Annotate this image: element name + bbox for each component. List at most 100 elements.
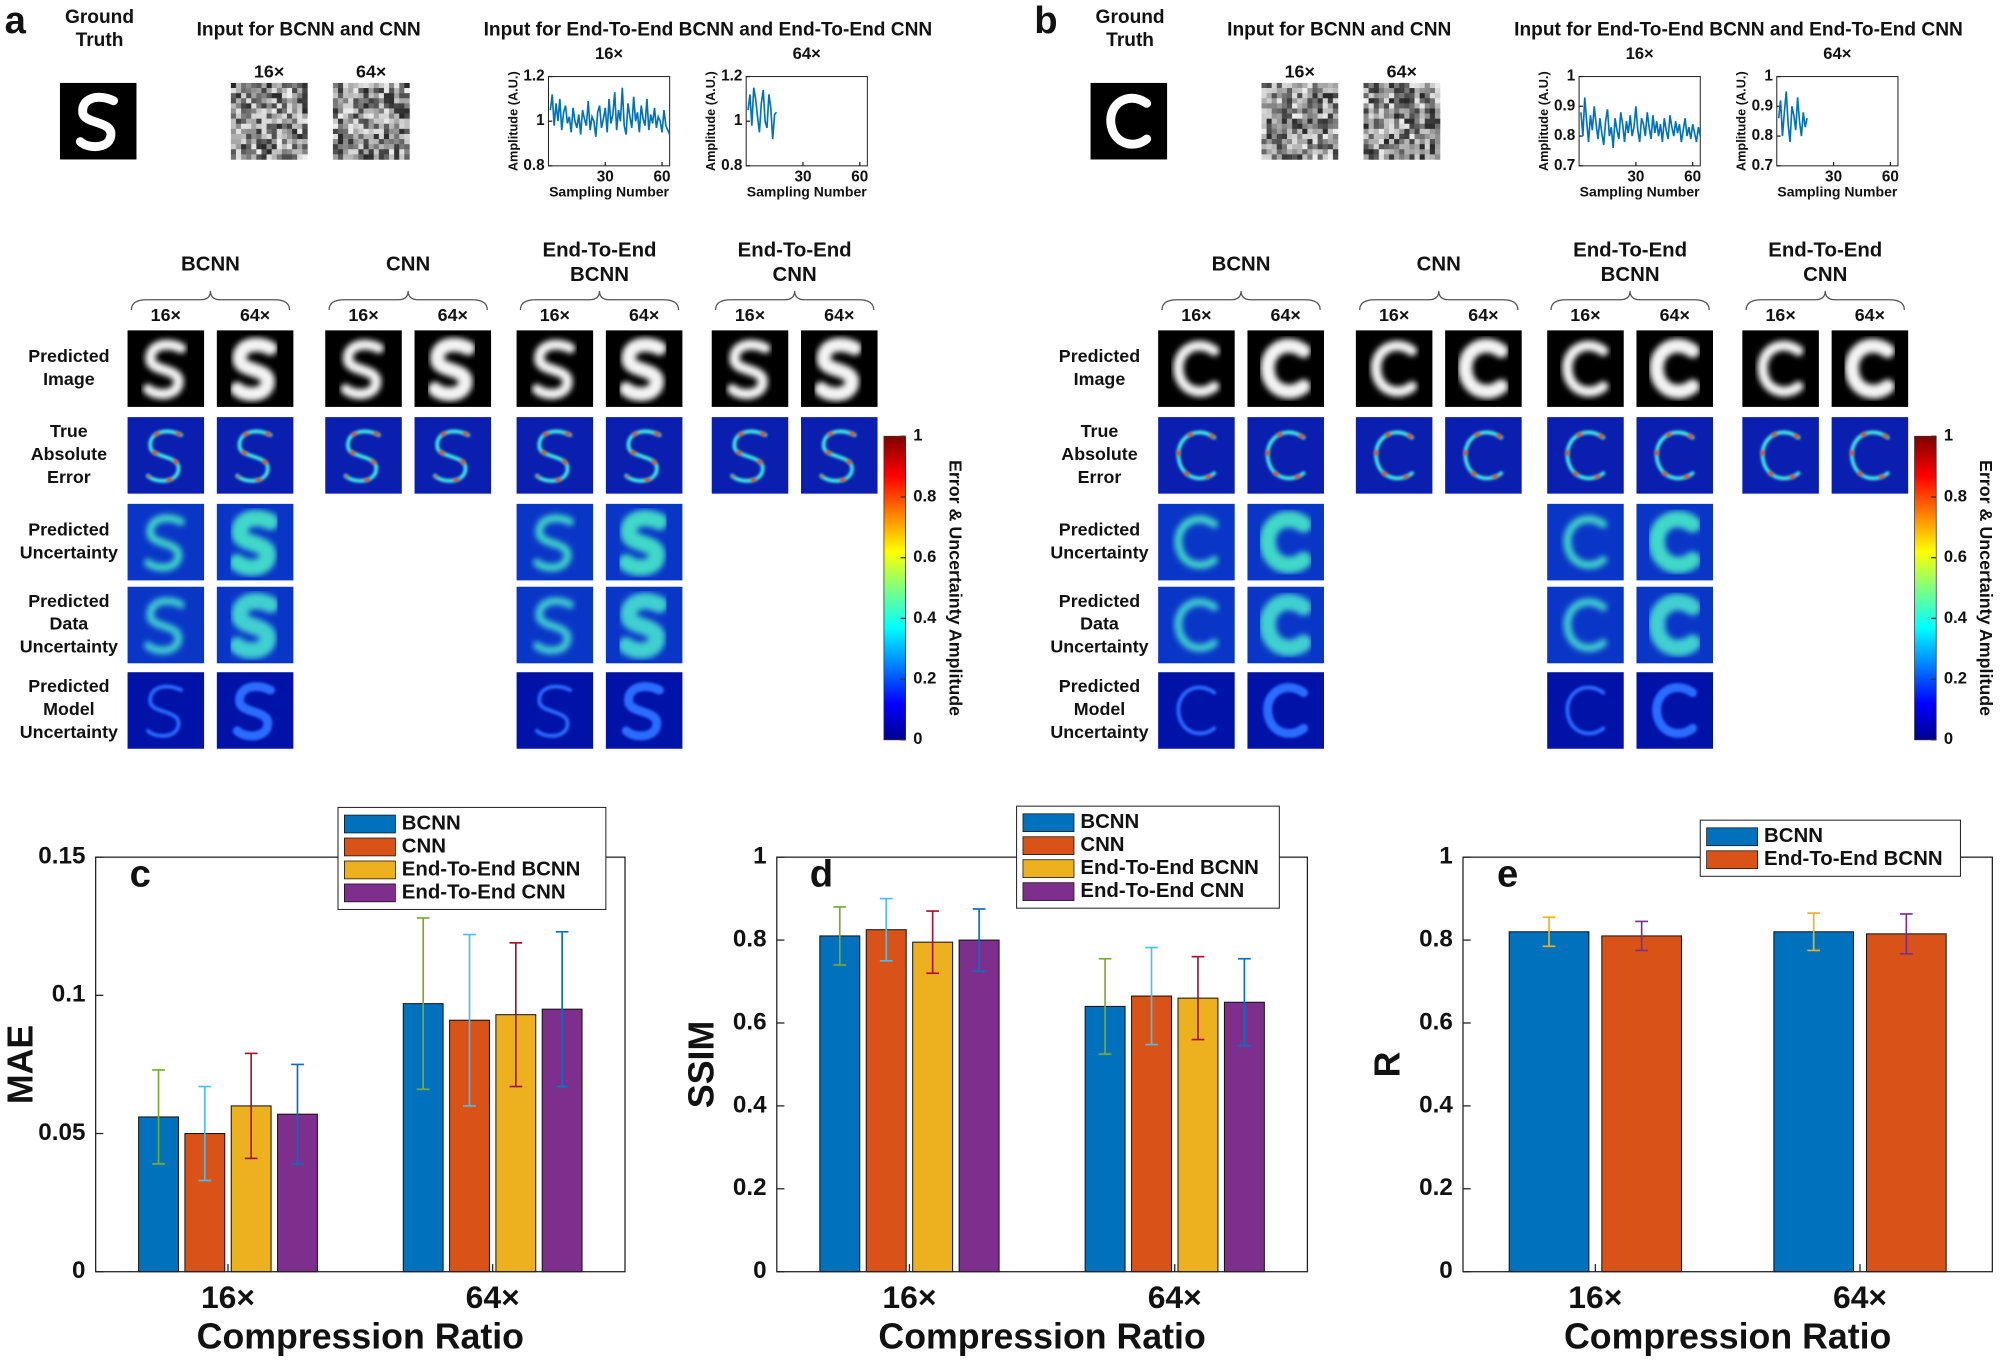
pixel	[286, 139, 293, 145]
reconstruction-image	[127, 503, 205, 581]
pixel	[1322, 123, 1329, 130]
row-label: Data	[1080, 614, 1120, 634]
pixel	[373, 82, 380, 89]
pixel	[338, 154, 344, 160]
pixel	[1389, 144, 1395, 150]
pixel	[373, 118, 380, 125]
pixel	[1286, 123, 1293, 130]
noise-image	[1363, 82, 1441, 160]
pixel	[261, 139, 267, 145]
reconstruction-image	[605, 330, 683, 407]
reconstruction-image	[414, 417, 492, 494]
pixel	[1389, 118, 1395, 125]
pixel	[1404, 98, 1410, 104]
pixel	[1373, 123, 1380, 130]
pixel	[1286, 128, 1293, 135]
pixel	[1302, 103, 1308, 109]
pixel	[1322, 149, 1329, 155]
pixel	[1281, 149, 1288, 155]
signal-line	[1777, 91, 1808, 143]
pixel	[404, 128, 410, 135]
pixel	[1399, 82, 1405, 89]
pixel	[292, 133, 298, 140]
pixel	[1276, 123, 1283, 130]
pixel	[261, 98, 267, 104]
pixel	[271, 108, 278, 114]
pixel	[1297, 113, 1303, 119]
pixel	[1399, 98, 1405, 104]
pixel	[261, 103, 267, 109]
pixel	[230, 113, 237, 119]
pixel	[358, 108, 364, 114]
reconstruction-image	[1247, 417, 1324, 494]
pixel	[1297, 123, 1303, 130]
y-tick-label: 0.7	[1554, 157, 1575, 174]
pixel	[1394, 154, 1400, 160]
bar	[1508, 931, 1590, 1273]
pixel	[373, 98, 380, 104]
reconstruction-image	[1445, 330, 1522, 407]
pixel	[261, 144, 267, 150]
pixel	[271, 82, 278, 89]
pixel	[251, 88, 257, 94]
pixel	[343, 108, 349, 114]
pixel	[373, 149, 380, 155]
pixel	[1297, 88, 1303, 94]
pixel	[1312, 123, 1318, 130]
pixel	[332, 88, 339, 94]
pixel	[1332, 133, 1339, 140]
image-content	[232, 682, 275, 741]
pixel	[394, 123, 400, 130]
pixel	[1424, 103, 1431, 109]
pixel	[241, 88, 247, 94]
pixel	[338, 98, 344, 104]
pixel	[363, 113, 369, 119]
reconstruction-image	[127, 330, 205, 407]
pixel	[1302, 108, 1308, 114]
pixel	[281, 149, 288, 155]
pixel	[230, 154, 237, 160]
pixel	[1368, 123, 1374, 130]
reconstruction-image	[1158, 417, 1235, 494]
pixel	[1276, 144, 1283, 150]
pixel	[266, 139, 272, 145]
y-tick-label: 0.9	[1752, 97, 1773, 114]
input-title: Input for BCNN and CNN	[1227, 20, 1451, 41]
pixel	[1424, 144, 1431, 150]
pixel	[251, 149, 257, 155]
pixel	[399, 98, 405, 104]
pixel	[394, 113, 400, 119]
pixel	[343, 88, 349, 94]
pixel	[363, 98, 369, 104]
pixel	[271, 123, 278, 130]
reconstruction-image	[1247, 672, 1324, 749]
reconstruction-image	[516, 503, 594, 581]
pixel	[1389, 88, 1395, 94]
pixel	[230, 149, 237, 155]
pixel	[1312, 88, 1318, 94]
pixel	[292, 149, 298, 155]
pixel	[348, 133, 354, 140]
pixel	[1322, 93, 1329, 99]
pixel	[1419, 118, 1425, 125]
pixel	[1434, 118, 1441, 125]
pixel	[246, 144, 252, 150]
method-title: CNN	[1417, 254, 1461, 276]
pixel	[1322, 128, 1329, 135]
pixel	[389, 133, 395, 140]
y-tick-label: 0.8	[1752, 127, 1774, 144]
pixel	[292, 93, 298, 99]
pixel	[241, 103, 247, 109]
error-bar	[198, 1085, 212, 1182]
pixel	[302, 123, 308, 130]
pixel	[276, 88, 283, 94]
pixel	[241, 123, 247, 130]
image-content	[1463, 430, 1504, 481]
pixel	[348, 139, 354, 145]
image-background	[1742, 417, 1819, 494]
pixel	[394, 149, 400, 155]
pixel	[1281, 123, 1288, 130]
pixel	[373, 144, 380, 150]
colorbar-tick-label: 0.2	[1944, 668, 1967, 687]
bar	[865, 929, 907, 1273]
